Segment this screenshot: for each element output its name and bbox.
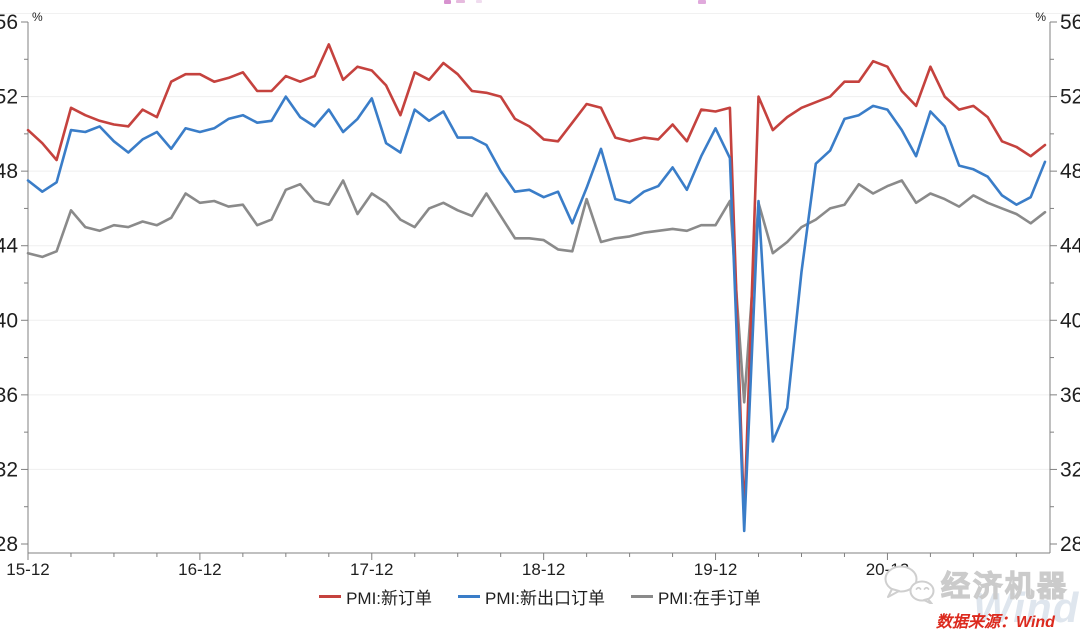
y-axis-label-right: 32 <box>1060 458 1080 481</box>
y-axis-label-left: 32 <box>0 458 18 481</box>
chart-legend: PMI:新订单 PMI:新出口订单 PMI:在手订单 <box>0 584 1080 609</box>
y-axis-label-right: 52 <box>1060 86 1080 109</box>
pmi-line-chart: 28 28 32 32 36 36 40 40 44 44 48 48 52 52 56 56% % 15-12 1… <box>0 10 1080 579</box>
y-axis-label-left: 48 <box>0 160 18 183</box>
x-axis-label: 16-12 <box>178 560 221 579</box>
legend-swatch <box>458 594 481 599</box>
y-axis-label-right: 36 <box>1060 384 1080 407</box>
legend-swatch <box>319 594 342 599</box>
line-pmi-backlog-orders <box>26 179 1047 404</box>
y-axis-label-right: 48 <box>1060 160 1080 183</box>
cropped-title-remnant <box>444 0 451 4</box>
line-pmi-new-export-orders <box>26 95 1047 533</box>
legend-swatch <box>630 594 653 599</box>
y-axis-label-left: 28 <box>0 533 18 556</box>
y-axis-label-right: 28 <box>1060 533 1080 556</box>
cropped-title-remnant <box>456 0 465 3</box>
y-axis-label-left: 52 <box>0 86 18 109</box>
legend-item-pmi-new-export-orders: PMI:新出口订单 <box>458 584 605 609</box>
y-axis-label-left: 40 <box>0 309 18 332</box>
y-axis-label-left: 44 <box>0 235 18 258</box>
y-axis-label-right: 56 <box>1060 11 1080 34</box>
legend-item-pmi-new-orders: PMI:新订单 <box>319 584 432 609</box>
x-axis-label: 19-12 <box>694 560 737 579</box>
legend-label: PMI:新出口订单 <box>485 589 605 608</box>
percent-label-right: % <box>1035 10 1046 24</box>
x-axis-label: 15-12 <box>6 560 49 579</box>
x-axis-label: 17-12 <box>350 560 393 579</box>
y-axis-label-left: 56 <box>0 11 18 34</box>
legend-item-pmi-backlog-orders: PMI:在手订单 <box>630 584 761 609</box>
legend-label: PMI:在手订单 <box>657 589 761 608</box>
legend-label: PMI:新订单 <box>346 589 433 608</box>
brand-watermark: 经济机器 <box>882 563 1069 605</box>
brand-watermark-text: 经济机器 <box>940 570 1070 603</box>
y-axis-label-left: 36 <box>0 384 18 407</box>
x-axis-label: 18-12 <box>522 560 565 579</box>
percent-label-left: % <box>32 10 43 24</box>
data-source-label: 数据来源：Wind <box>936 614 1055 631</box>
y-axis-label-right: 44 <box>1060 235 1080 258</box>
line-pmi-new-orders <box>26 43 1047 522</box>
top-divider <box>0 13 1080 14</box>
wechat-icon <box>884 565 935 604</box>
cropped-title-remnant <box>698 0 706 4</box>
y-axis-label-right: 40 <box>1060 309 1080 332</box>
wind-background-watermark: Wind <box>973 584 1080 631</box>
cropped-title-remnant <box>476 0 482 3</box>
